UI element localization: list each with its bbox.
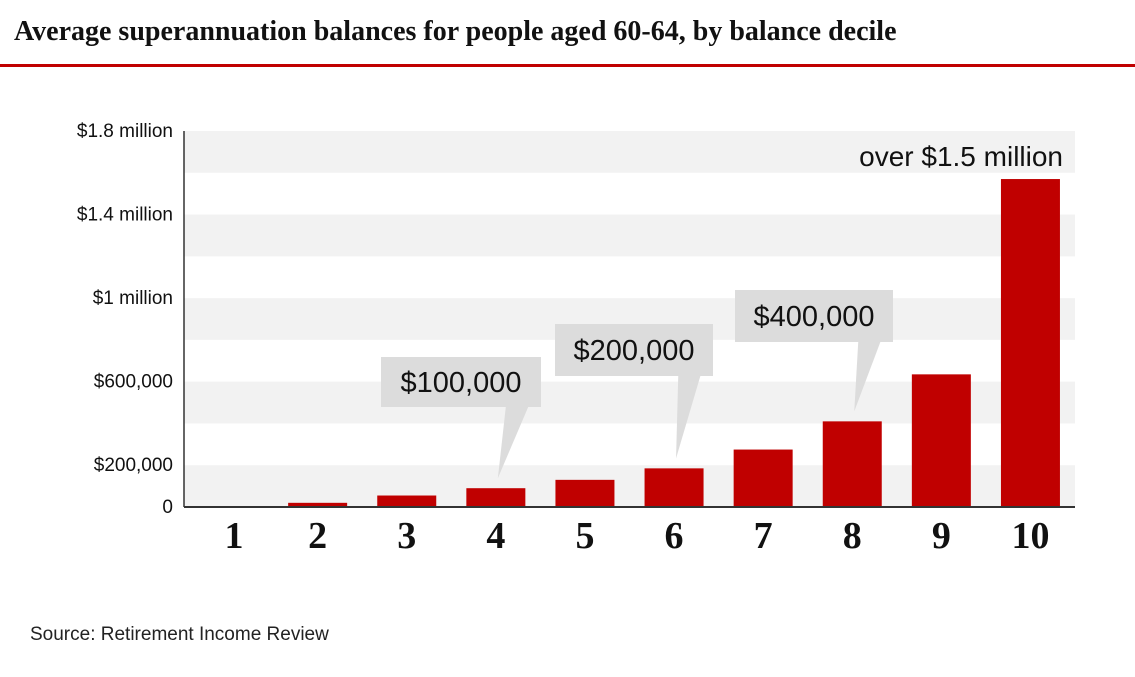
x-tick-label: 2	[308, 515, 327, 557]
x-tick-label: 9	[932, 515, 951, 557]
bar-decile-9	[911, 374, 971, 507]
title-rule	[0, 64, 1135, 67]
annotations: $100,000 $200,000 $400,000 over $1.5 millio…	[381, 141, 1063, 479]
axes	[183, 131, 1075, 508]
bar-decile-2	[288, 502, 348, 507]
bar-decile-10	[1000, 179, 1060, 508]
source-note: Source: Retirement Income Review	[30, 624, 329, 645]
callout-label: $100,000	[401, 367, 522, 399]
y-tick-label: $1 million	[93, 288, 173, 309]
x-tick-label: 6	[665, 515, 684, 557]
y-tick-label: $1.4 million	[77, 205, 173, 226]
chart-title: Average superannuation balances for peop…	[14, 16, 897, 47]
x-tick-label: 7	[754, 515, 773, 557]
bar-decile-7	[733, 449, 793, 507]
callout-label: $200,000	[574, 335, 695, 367]
bar-annotation-label: over $1.5 million	[859, 141, 1063, 172]
bar-decile-6	[644, 468, 704, 507]
y-tick-label: $600,000	[94, 372, 173, 393]
callout-box	[555, 324, 713, 376]
y-tick-label: $200,000	[94, 455, 173, 476]
bars	[288, 179, 1060, 508]
x-tick-label: 1	[225, 515, 244, 557]
x-tick-label: 8	[843, 515, 862, 557]
bar-decile-3	[377, 495, 437, 507]
x-tick-label: 5	[575, 515, 594, 557]
x-tick-label: 3	[397, 515, 416, 557]
x-tick-label: 4	[486, 515, 505, 557]
x-tick-label: 10	[1011, 515, 1049, 557]
bar-decile-4	[466, 488, 526, 507]
grid-band	[184, 214, 1075, 257]
x-tick-labels: 1 2 3 4 5 6 7 8 9 10	[225, 515, 1050, 557]
callout-pointer	[854, 342, 881, 412]
bar-decile-5	[555, 479, 615, 507]
callout-box	[381, 357, 541, 407]
callout-pointer	[676, 376, 701, 459]
callout-label: $400,000	[754, 301, 875, 333]
y-tick-label: 0	[162, 497, 173, 518]
callout-box	[735, 290, 893, 342]
y-tick-labels: 0 $200,000 $600,000 $1 million $1.4 million $…	[77, 121, 173, 518]
grid-band	[184, 131, 1075, 173]
y-tick-label: $1.8 million	[77, 121, 173, 142]
callout-pointer	[497, 407, 529, 479]
bar-decile-8	[822, 421, 882, 507]
